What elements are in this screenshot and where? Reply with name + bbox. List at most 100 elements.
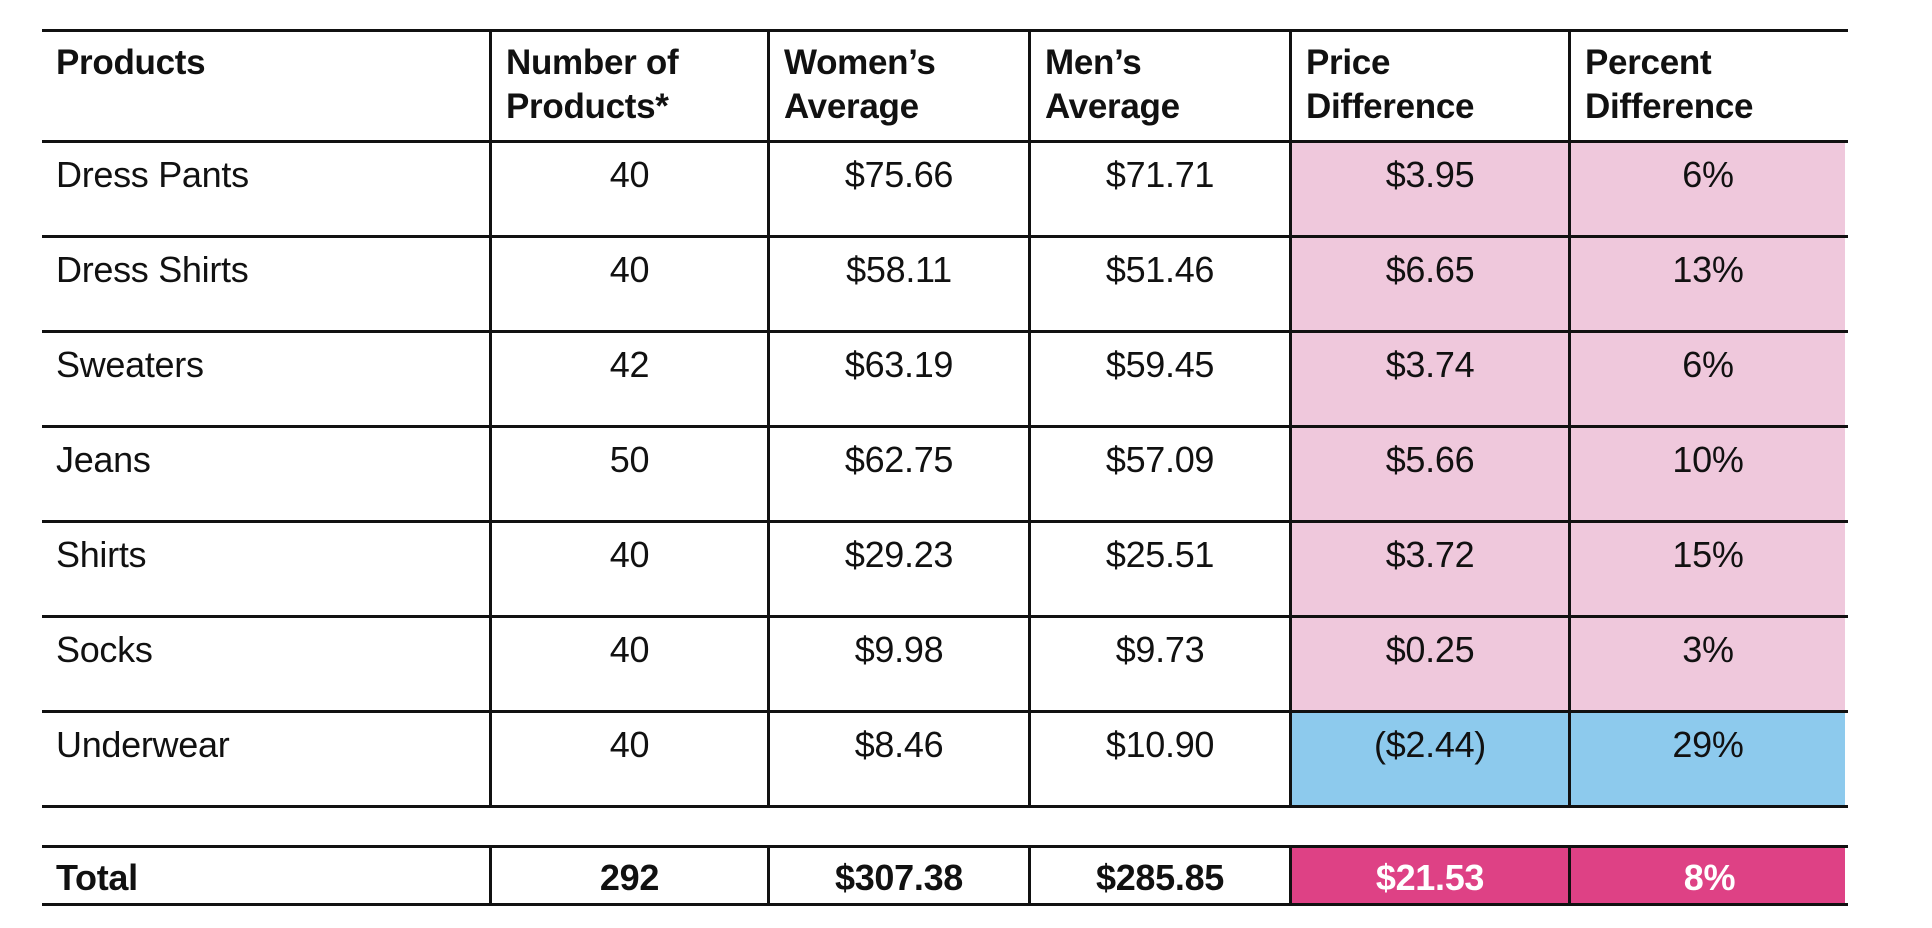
cell-count: 40	[609, 154, 650, 195]
cell-percent-difference: 6%	[1682, 154, 1734, 195]
column-divider	[1028, 29, 1031, 808]
header-products: Products	[42, 29, 489, 140]
cell-mens-average: $71.71	[1105, 154, 1215, 195]
table-top-rule	[42, 29, 1848, 32]
total-highlight-shade	[1292, 845, 1568, 906]
column-divider	[1568, 846, 1571, 904]
men-higher-shade	[1292, 710, 1568, 808]
row-rule	[42, 615, 1848, 618]
cell-price-difference: $3.72	[1385, 534, 1475, 575]
women-higher-shade	[1571, 235, 1845, 333]
column-divider	[489, 846, 492, 904]
row-rule	[42, 425, 1848, 428]
cell-womens-average: $62.75	[844, 439, 954, 480]
body-bottom-rule	[42, 805, 1848, 808]
cell-price-difference: $3.95	[1385, 154, 1475, 195]
total-womens-average: $307.38	[834, 857, 964, 898]
header-price-difference: Price Difference	[1292, 29, 1568, 140]
cell-mens-average: $9.73	[1115, 629, 1205, 670]
women-higher-shade	[1571, 615, 1845, 713]
cell-product: Dress Shirts	[56, 249, 249, 290]
cell-percent-difference: 15%	[1672, 534, 1744, 575]
cell-count: 40	[609, 724, 650, 765]
cell-count: 40	[609, 249, 650, 290]
column-divider	[767, 29, 770, 808]
total-highlight-shade	[1571, 845, 1845, 906]
header-womens-average: Women’s Average	[770, 29, 1028, 140]
total-mens-average: $285.85	[1095, 857, 1225, 898]
cell-product: Socks	[56, 629, 153, 670]
cell-count: 40	[609, 629, 650, 670]
row-rule	[42, 235, 1848, 238]
column-divider	[1289, 29, 1292, 808]
column-divider	[1289, 846, 1292, 904]
header-mens-line2: Average	[1045, 87, 1180, 126]
cell-price-difference: $0.25	[1385, 629, 1475, 670]
header-mens-line1: Men’s	[1045, 43, 1142, 82]
women-higher-shade	[1571, 520, 1845, 618]
cell-count: 42	[609, 344, 650, 385]
column-divider	[767, 846, 770, 904]
cell-product: Dress Pants	[56, 154, 249, 195]
cell-mens-average: $10.90	[1105, 724, 1215, 765]
cell-product: Sweaters	[56, 344, 204, 385]
column-divider	[489, 29, 492, 808]
price-comparison-table: Products Number of Products* Women’s Ave…	[42, 29, 1856, 908]
women-higher-shade	[1571, 140, 1845, 238]
total-percent-difference: 8%	[1683, 857, 1736, 898]
cell-product: Jeans	[56, 439, 151, 480]
column-divider	[1028, 846, 1031, 904]
cell-price-difference: $3.74	[1385, 344, 1475, 385]
header-percent-line2: Difference	[1585, 87, 1754, 126]
cell-womens-average: $29.23	[844, 534, 954, 575]
header-womens-line1: Women’s	[784, 43, 936, 82]
header-price-line2: Difference	[1306, 87, 1475, 126]
cell-price-difference: ($2.44)	[1374, 724, 1486, 765]
cell-mens-average: $59.45	[1105, 344, 1215, 385]
women-higher-shade	[1292, 425, 1568, 523]
header-number-line2: Products*	[506, 87, 669, 126]
row-rule	[42, 330, 1848, 333]
cell-womens-average: $8.46	[854, 724, 944, 765]
total-top-rule	[42, 845, 1848, 848]
header-number-line1: Number of	[506, 43, 679, 82]
cell-mens-average: $25.51	[1105, 534, 1215, 575]
header-mens-average: Men’s Average	[1031, 29, 1289, 140]
cell-product: Underwear	[56, 724, 230, 765]
total-label: Total	[56, 857, 138, 898]
cell-percent-difference: 13%	[1672, 249, 1744, 290]
cell-count: 40	[609, 534, 650, 575]
header-bottom-rule	[42, 140, 1848, 143]
men-higher-shade	[1571, 710, 1845, 808]
cell-price-difference: $5.66	[1385, 439, 1475, 480]
cell-womens-average: $58.11	[846, 249, 952, 290]
total-count: 292	[599, 857, 660, 898]
cell-womens-average: $75.66	[844, 154, 954, 195]
cell-womens-average: $63.19	[844, 344, 954, 385]
women-higher-shade	[1571, 330, 1845, 428]
header-products-label: Products	[56, 43, 206, 82]
cell-product: Shirts	[56, 534, 147, 575]
cell-percent-difference: 10%	[1672, 439, 1744, 480]
header-number-of-products: Number of Products*	[492, 29, 767, 140]
women-higher-shade	[1292, 520, 1568, 618]
cell-percent-difference: 29%	[1672, 724, 1744, 765]
women-higher-shade	[1292, 330, 1568, 428]
cell-count: 50	[609, 439, 650, 480]
cell-price-difference: $6.65	[1385, 249, 1475, 290]
cell-percent-difference: 3%	[1682, 629, 1734, 670]
cell-percent-difference: 6%	[1682, 344, 1734, 385]
header-percent-line1: Percent	[1585, 43, 1712, 82]
header-percent-difference: Percent Difference	[1571, 29, 1848, 140]
row-rule	[42, 710, 1848, 713]
cell-womens-average: $9.98	[854, 629, 944, 670]
header-womens-line2: Average	[784, 87, 919, 126]
women-higher-shade	[1292, 140, 1568, 238]
women-higher-shade	[1571, 425, 1845, 523]
cell-mens-average: $57.09	[1105, 439, 1215, 480]
column-divider	[1568, 29, 1571, 808]
total-bottom-rule	[42, 903, 1848, 906]
total-price-difference: $21.53	[1375, 857, 1485, 898]
women-higher-shade	[1292, 615, 1568, 713]
header-price-line1: Price	[1306, 43, 1391, 82]
